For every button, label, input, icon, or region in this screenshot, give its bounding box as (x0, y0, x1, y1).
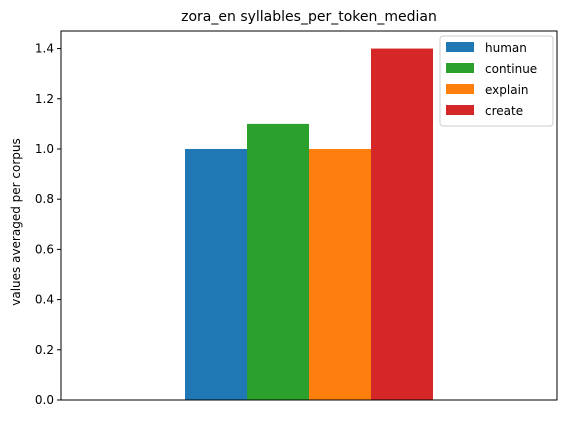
legend-label-continue: continue (485, 62, 537, 76)
y-axis-label: values averaged per corpus (9, 138, 23, 306)
axes-layer: 0.0 0.2 0.4 0.6 0.8 1.0 1.2 1.4 (35, 30, 558, 407)
y-tick-label: 0.2 (35, 343, 54, 357)
bar-create (371, 48, 433, 400)
bar-explain (309, 148, 371, 400)
y-tick-label: 1.2 (35, 92, 54, 106)
y-tick-label: 1.0 (35, 142, 54, 156)
chart-title: zora_en syllables_per_token_median (181, 9, 437, 25)
legend: human continue explain create (439, 35, 554, 127)
bars-layer (185, 48, 433, 400)
legend-swatch-continue (446, 63, 474, 73)
legend-swatch-human (446, 42, 474, 52)
legend-box (439, 35, 554, 127)
bar-human (185, 148, 247, 400)
legend-swatch-create (446, 105, 474, 115)
y-tick-label: 0.0 (35, 393, 54, 407)
legend-swatch-explain (446, 84, 474, 94)
y-tick-label: 1.4 (35, 42, 54, 56)
y-tick-label: 0.4 (35, 293, 54, 307)
y-tick-label: 0.8 (35, 192, 54, 206)
legend-label-explain: explain (485, 83, 529, 97)
legend-label-create: create (485, 104, 523, 118)
legend-label-human: human (485, 41, 527, 55)
plot-frame (60, 30, 558, 401)
bar-continue (247, 123, 309, 400)
y-tick-label: 0.6 (35, 242, 54, 256)
